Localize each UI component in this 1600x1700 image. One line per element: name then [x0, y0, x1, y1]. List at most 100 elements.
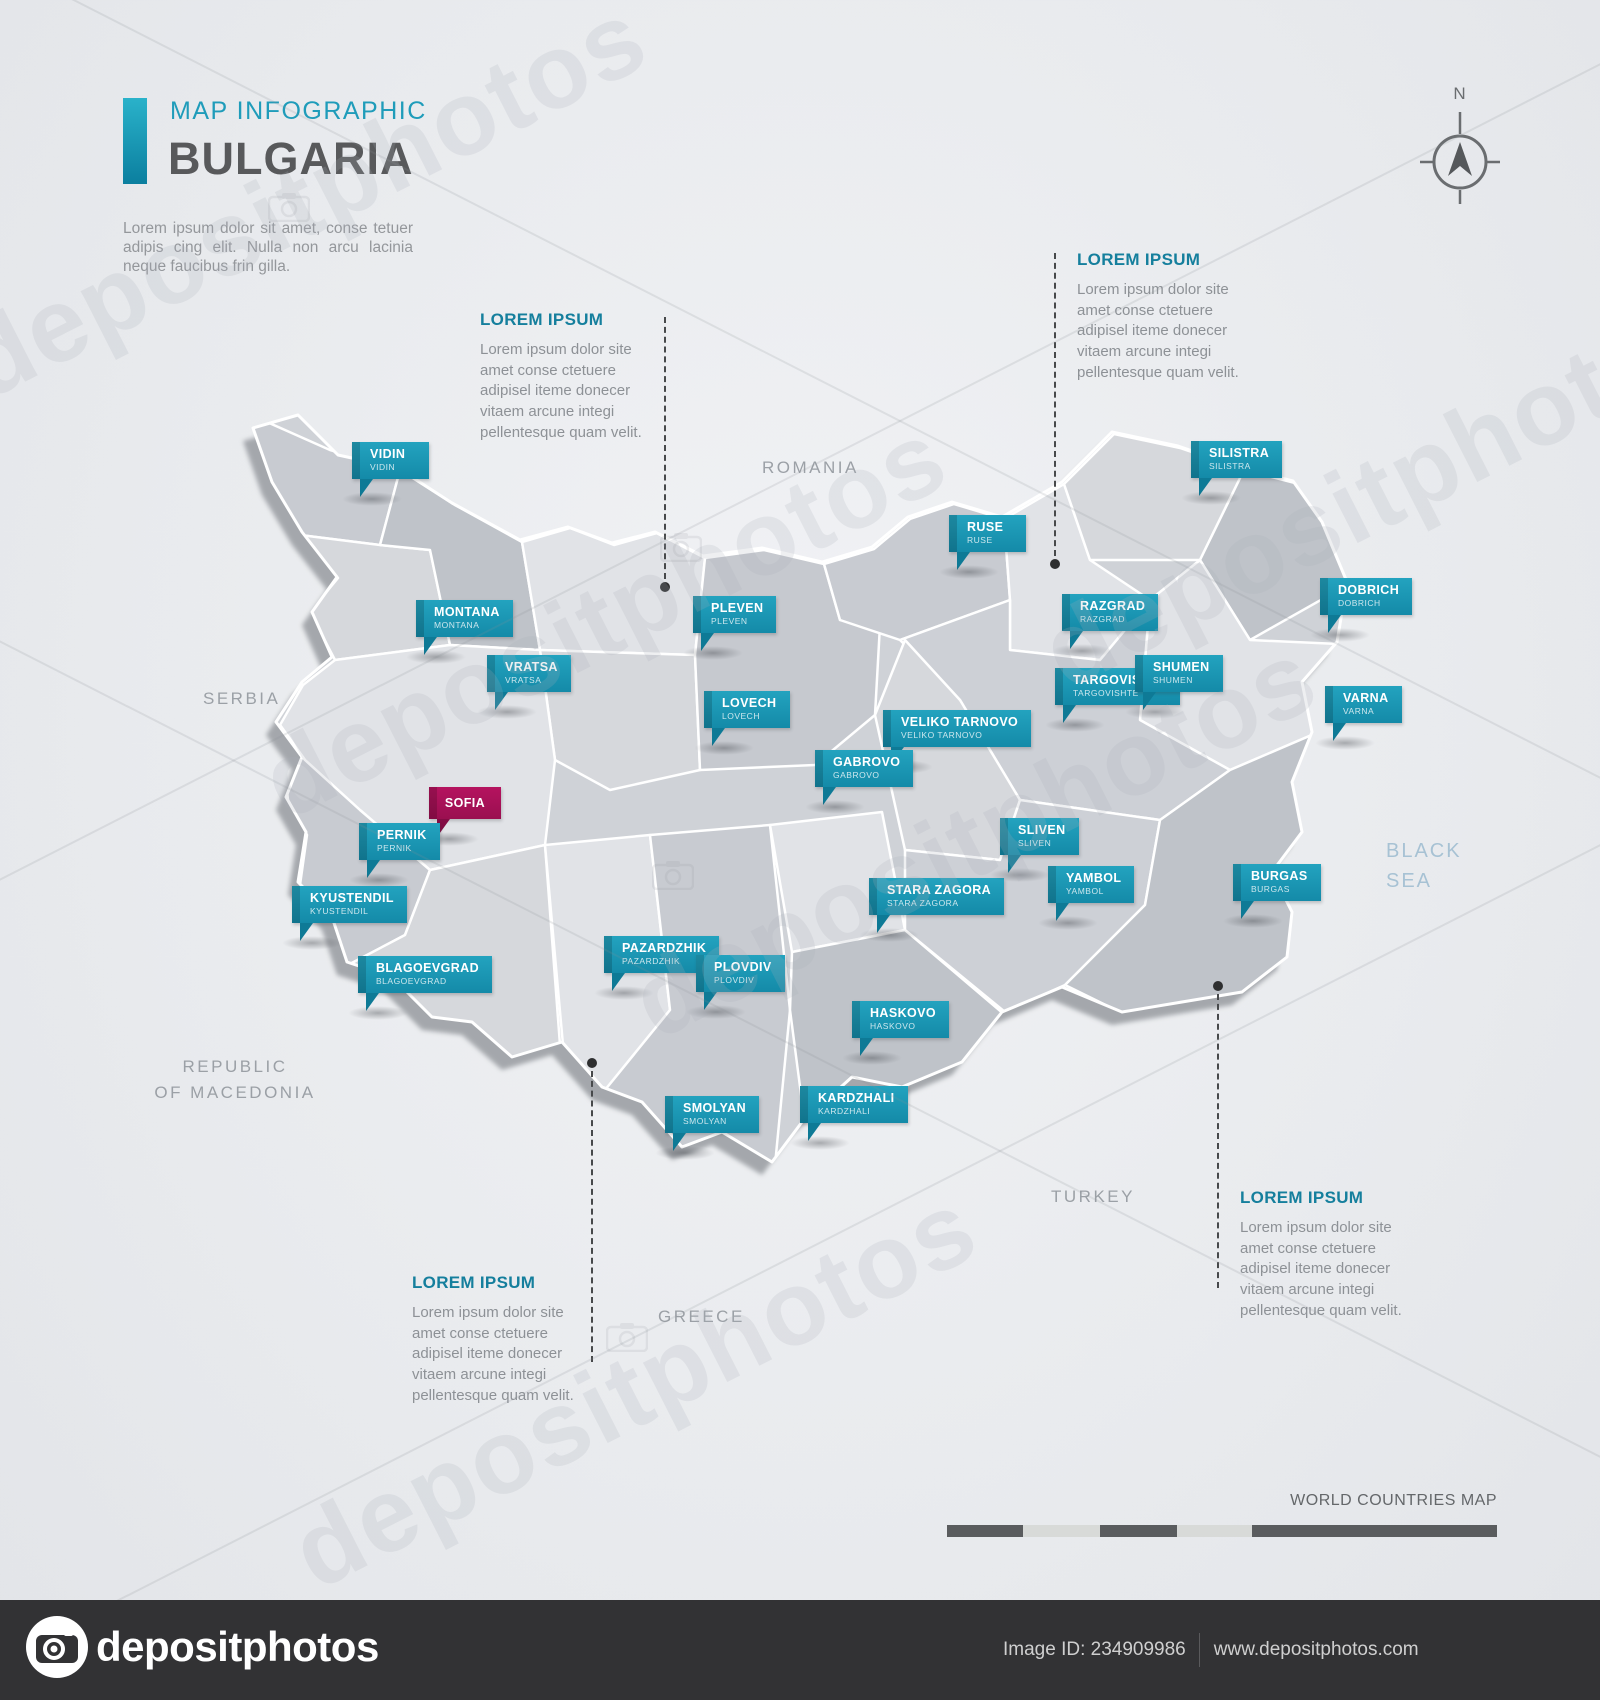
- map-pin-pernik: PERNIK PERNIK: [349, 823, 440, 887]
- map-pin-veliko-tarnovo: VELIKO TARNOVO VELIKO TARNOVO: [873, 710, 1032, 774]
- pin-shadow: [1052, 643, 1112, 658]
- page-title: BULGARIA: [168, 133, 414, 184]
- pin-pointer-icon: [437, 819, 450, 837]
- map-pin-vidin: VIDIN VIDIN: [342, 442, 429, 506]
- pin-shadow: [594, 985, 654, 1000]
- accent-bar: [123, 98, 147, 184]
- country-label-macedonia: REPUBLIC OF MACEDONIA: [150, 1054, 320, 1105]
- pin-shadow: [477, 704, 537, 719]
- map-pin-pleven: PLEVEN PLEVEN: [683, 596, 777, 660]
- pin-shadow: [282, 935, 342, 950]
- pin-shadow: [805, 799, 865, 814]
- callout-title: LOREM IPSUM: [1077, 250, 1201, 269]
- country-label-romania: ROMANIA: [762, 455, 859, 481]
- pin-sublabel: PLOVDIV: [714, 975, 755, 985]
- leader-dot: [660, 582, 670, 592]
- footer-meta: Image ID: 234909986 www.depositphotos.co…: [1003, 1600, 1419, 1700]
- pin-sublabel: VIDIN: [370, 462, 396, 472]
- pin-shadow: [859, 927, 919, 942]
- pin-label: VRATSA: [505, 660, 558, 674]
- pin-label: KARDZHALI: [818, 1091, 895, 1105]
- compass-rose-icon: [1420, 112, 1500, 204]
- pin-label: PERNIK: [377, 828, 427, 842]
- pin-sublabel: GABROVO: [833, 770, 880, 780]
- scale-bar-segment: [1252, 1525, 1497, 1537]
- pin-shadow: [348, 1005, 408, 1020]
- map-pin-vratsa: VRATSA VRATSA: [477, 655, 571, 719]
- map-pin-ruse: RUSE RUSE: [939, 515, 1026, 579]
- map-pin-burgas: BURGAS BURGAS: [1223, 864, 1321, 928]
- pin-label: RUSE: [967, 520, 1004, 534]
- pin-shadow: [683, 645, 743, 660]
- scale-bar-segment: [947, 1525, 1023, 1537]
- map-pin-smolyan: SMOLYAN SMOLYAN: [655, 1096, 760, 1160]
- image-id: Image ID: 234909986: [1003, 1639, 1186, 1660]
- country-label-serbia: SERBIA: [203, 686, 280, 712]
- pin-label: VELIKO TARNOVO: [901, 715, 1019, 729]
- pin-shadow: [686, 1004, 746, 1019]
- pin-sublabel: PERNIK: [377, 843, 412, 853]
- pin-pointer-icon: [1333, 722, 1346, 741]
- pin-label: DOBRICH: [1338, 583, 1400, 597]
- pin-pointer-icon: [823, 786, 836, 805]
- pin-pointer-icon: [612, 972, 625, 991]
- pin-pointer-icon: [957, 551, 970, 570]
- pin-label: VARNA: [1343, 691, 1389, 705]
- country-label-line: BLACK: [1386, 840, 1462, 862]
- depositphotos-logo: depositphotos: [24, 1614, 379, 1680]
- map-pin-silistra: SILISTRA SILISTRA: [1181, 441, 1283, 505]
- pin-pointer-icon: [1328, 614, 1341, 633]
- compass: N: [1408, 84, 1512, 213]
- world-countries-map-label: WORLD COUNTRIES MAP: [1290, 1492, 1497, 1509]
- pin-label: STARA ZAGORA: [887, 883, 992, 897]
- pin-label: SMOLYAN: [683, 1101, 747, 1115]
- pin-pointer-icon: [1199, 477, 1212, 496]
- pin-label: PLOVDIV: [714, 960, 772, 974]
- pin-sublabel: DOBRICH: [1338, 598, 1381, 608]
- map-pin-yambol: YAMBOL YAMBOL: [1038, 866, 1135, 930]
- map-pin-haskovo: HASKOVO HASKOVO: [842, 1001, 950, 1065]
- pin-shadow: [990, 867, 1050, 882]
- intro-text: Lorem ipsum dolor sit amet, conse tetuer…: [123, 220, 413, 276]
- map-pin-razgrad: RAZGRAD RAZGRAD: [1052, 594, 1159, 658]
- map-pin-kyustendil: KYUSTENDIL KYUSTENDIL: [282, 886, 407, 950]
- country-label-line: GREECE: [658, 1307, 745, 1326]
- map-pin-montana: MONTANA MONTANA: [406, 600, 513, 664]
- country-label-turkey: TURKEY: [1051, 1184, 1135, 1210]
- country-label-line: ROMANIA: [762, 458, 859, 477]
- pin-pointer-icon: [1056, 902, 1069, 921]
- leader-line: [1054, 253, 1056, 556]
- pin-sublabel: STARA ZAGORA: [887, 898, 959, 908]
- scale-bar-segment: [1023, 1525, 1100, 1537]
- pin-sublabel: RUSE: [967, 535, 993, 545]
- map-pin-kardzhali: KARDZHALI KARDZHALI: [790, 1086, 908, 1150]
- pin-shadow: [1310, 627, 1370, 642]
- pin-shadow: [694, 740, 754, 755]
- pin-sublabel: VRATSA: [505, 675, 542, 685]
- callout-body: Lorem ipsum dolor site amet conse ctetue…: [1240, 1219, 1402, 1319]
- pin-label: KYUSTENDIL: [310, 891, 394, 905]
- compass-north-label: N: [1453, 84, 1467, 103]
- pin-pointer-icon: [712, 727, 725, 746]
- callout-title: LOREM IPSUM: [480, 310, 604, 329]
- pin-pointer-icon: [424, 636, 437, 655]
- pin-shadow: [406, 649, 466, 664]
- leader-line: [591, 1071, 593, 1362]
- pin-shadow: [939, 564, 999, 579]
- pin-shadow: [1125, 704, 1185, 719]
- pin-sublabel: VARNA: [1343, 706, 1375, 716]
- map-pin-blagoevgrad: BLAGOEVGRAD BLAGOEVGRAD: [348, 956, 493, 1020]
- callout-title: LOREM IPSUM: [1240, 1188, 1364, 1207]
- map-pin-gabrovo: GABROVO GABROVO: [805, 750, 914, 814]
- callout-title: LOREM IPSUM: [412, 1273, 536, 1292]
- pin-sublabel: SILISTRA: [1209, 461, 1251, 471]
- pin-label: SILISTRA: [1209, 446, 1270, 460]
- pin-pointer-icon: [1063, 704, 1076, 723]
- scale-bar: [947, 1525, 1497, 1537]
- pin-sublabel: KYUSTENDIL: [310, 906, 369, 916]
- pin-label: SLIVEN: [1018, 823, 1066, 837]
- callout-top-left: LOREM IPSUM Lorem ipsum dolor site amet …: [480, 310, 660, 443]
- pin-sublabel: YAMBOL: [1066, 886, 1104, 896]
- camera-logo-icon: [26, 1616, 88, 1678]
- pin-pointer-icon: [360, 478, 373, 497]
